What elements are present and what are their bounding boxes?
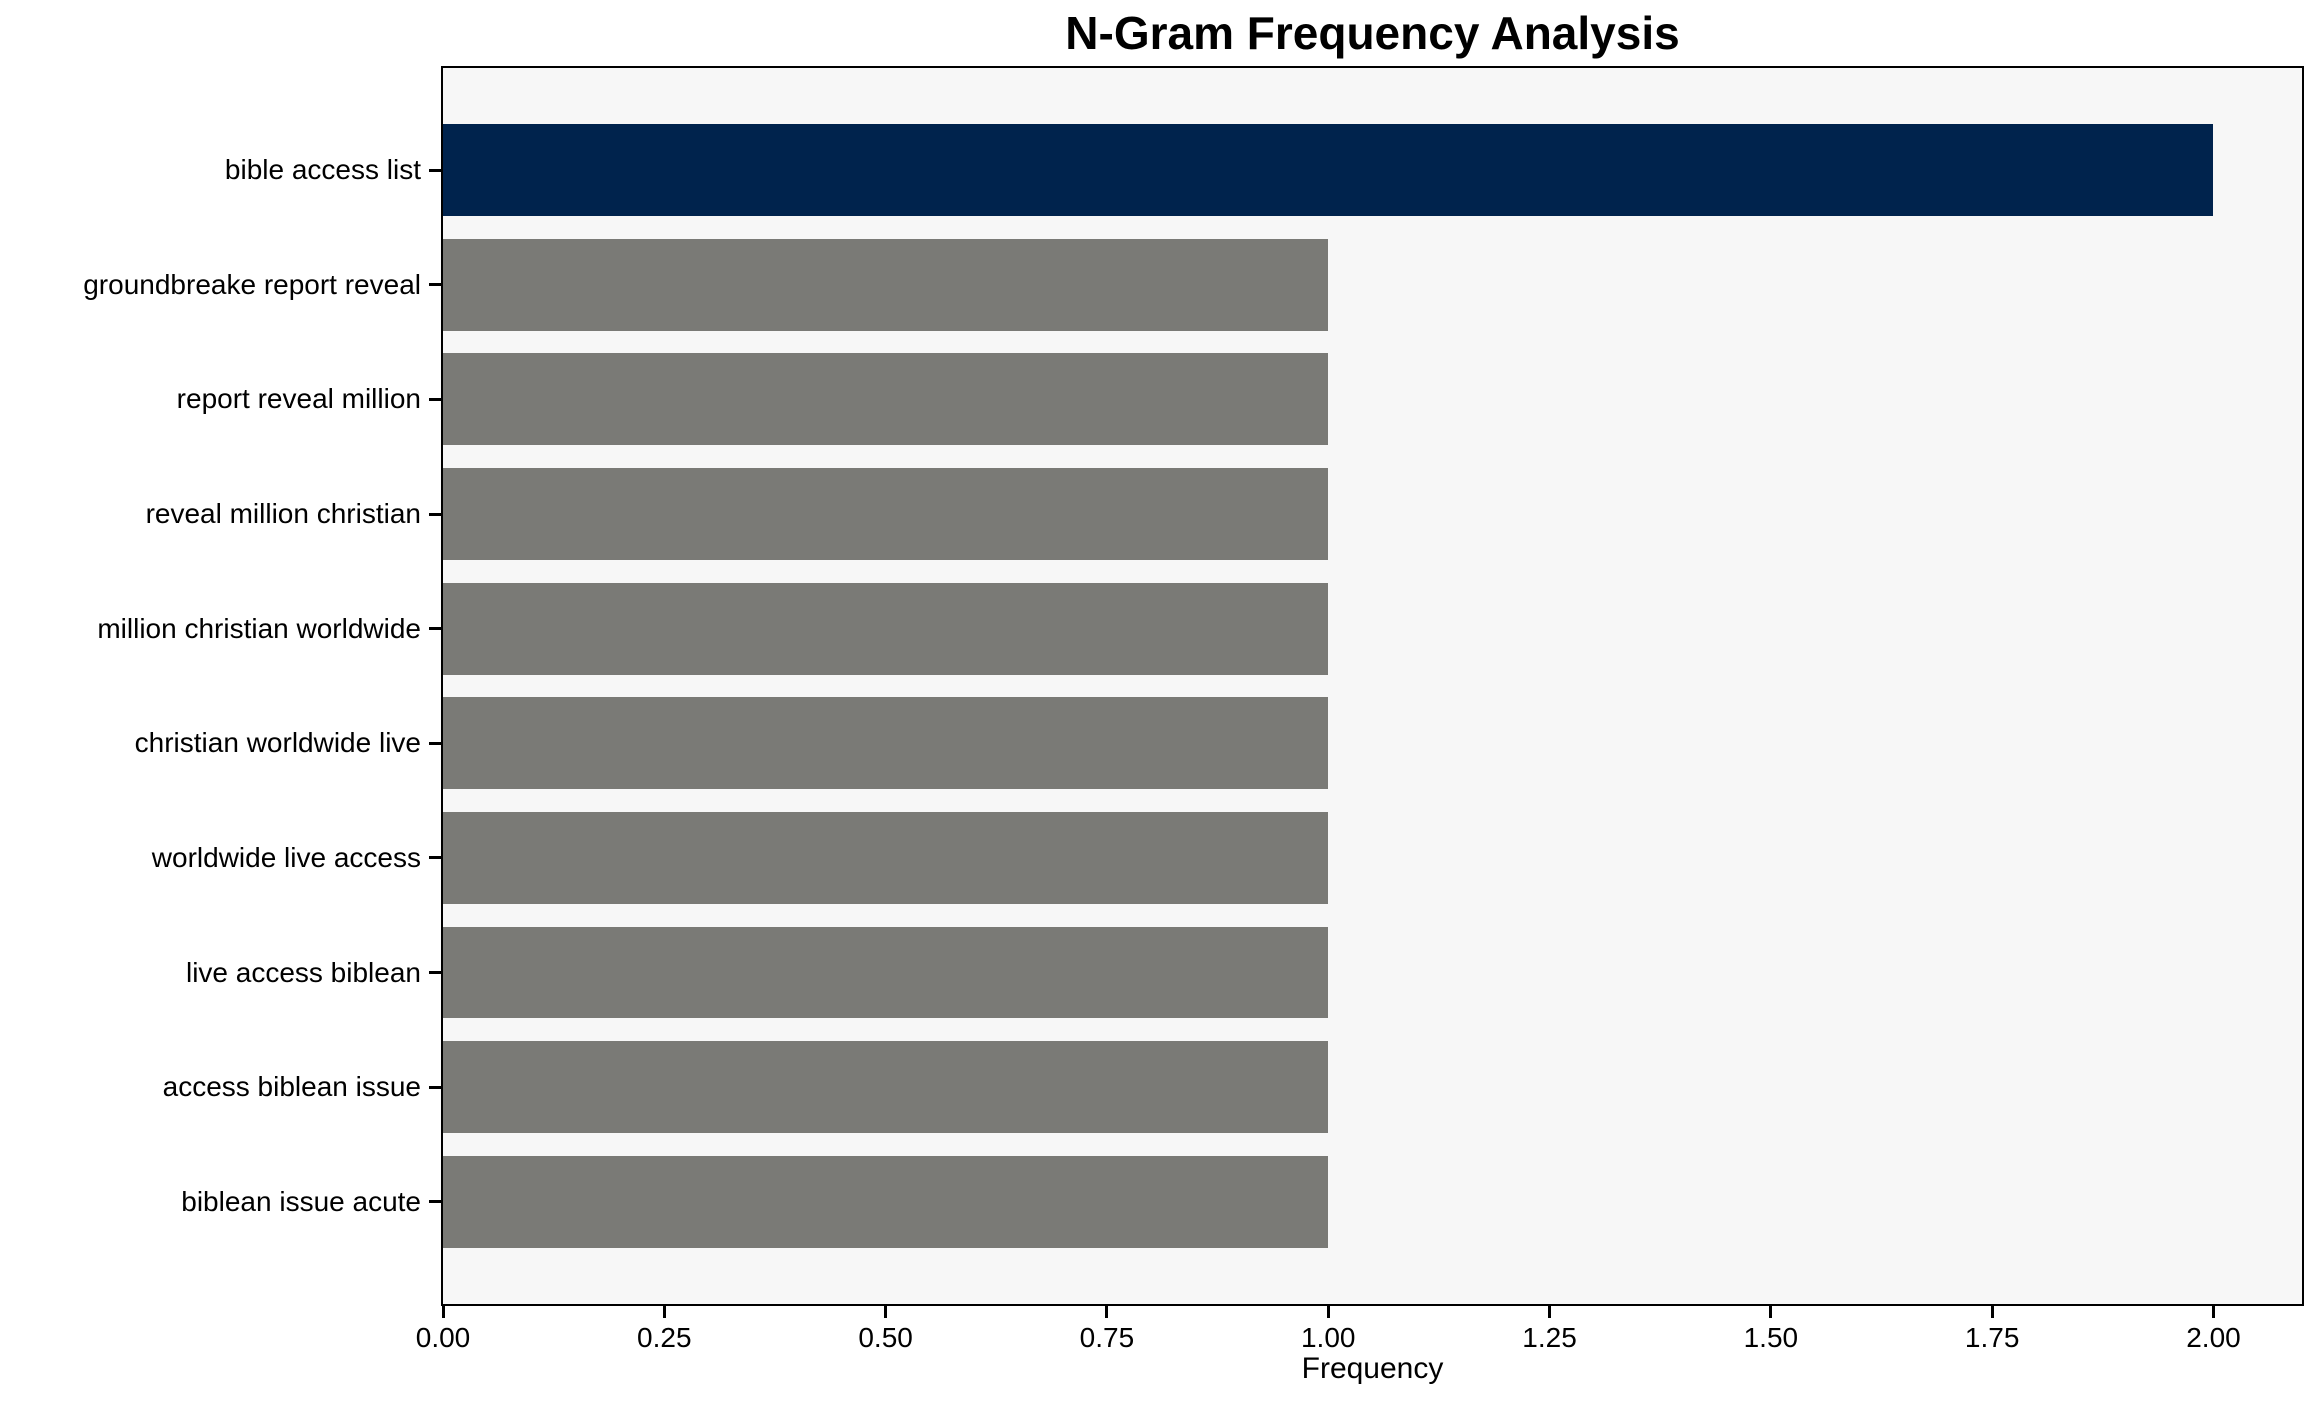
bar: [443, 468, 1329, 560]
y-tick-mark: [429, 1085, 441, 1089]
x-tick-label: 1.25: [1522, 1322, 1577, 1353]
x-tick-label: 0.75: [1079, 1322, 1135, 1353]
y-tick-mark: [429, 971, 441, 975]
x-tick-label: 2.00: [2186, 1322, 2241, 1353]
x-tick-mark: [884, 1306, 888, 1318]
y-tick-mark: [429, 283, 441, 287]
bar: [443, 812, 1329, 904]
x-tick-mark: [1769, 1306, 1773, 1318]
y-tick-label: bible access list: [224, 154, 421, 186]
x-tick-mark: [662, 1306, 666, 1318]
bar: [443, 582, 1329, 675]
y-tick-mark: [429, 168, 441, 172]
y-tick-label: worldwide live access: [151, 841, 421, 873]
x-tick-mark: [1990, 1306, 1994, 1318]
x-tick-mark: [441, 1306, 445, 1318]
y-tick-mark: [429, 512, 441, 516]
y-tick-mark: [429, 1200, 441, 1204]
x-axis-label: Frequency: [1301, 1352, 1444, 1385]
bar: [443, 697, 1329, 790]
y-tick-mark: [429, 856, 441, 860]
y-tick-label: live access biblean: [185, 956, 421, 988]
x-tick-mark: [2211, 1306, 2215, 1318]
x-tick-label: 0.25: [637, 1322, 692, 1353]
x-tick-mark: [1326, 1306, 1330, 1318]
y-tick-mark: [429, 397, 441, 401]
x-tick-label: 1.50: [1743, 1322, 1799, 1353]
chart-title: N-Gram Frequency Analysis: [1065, 7, 1680, 59]
y-tick-label: access biblean issue: [162, 1071, 421, 1103]
x-tick-label: 1.75: [1964, 1322, 2020, 1353]
y-tick-label: report reveal million: [176, 383, 421, 415]
x-tick-mark: [1105, 1306, 1109, 1318]
y-tick-label: biblean issue acute: [181, 1185, 421, 1217]
y-tick-label: million christian worldwide: [97, 612, 421, 644]
x-tick-mark: [1548, 1306, 1552, 1318]
y-tick-mark: [429, 627, 441, 631]
y-tick-label: christian worldwide live: [134, 727, 421, 759]
x-tick-label: 0.00: [415, 1322, 471, 1353]
y-tick-mark: [429, 741, 441, 745]
y-tick-label: reveal million christian: [145, 498, 421, 529]
x-tick-label: 1.00: [1300, 1322, 1356, 1353]
bar: [443, 926, 1329, 1019]
bar: [443, 353, 1329, 446]
plot-area: [441, 66, 2304, 1306]
bar: [443, 238, 1329, 331]
bar: [443, 1041, 1329, 1134]
bar: [443, 124, 2214, 216]
bar: [443, 1156, 1329, 1248]
x-tick-label: 0.50: [858, 1322, 913, 1353]
y-tick-label: groundbreake report reveal: [83, 268, 421, 300]
